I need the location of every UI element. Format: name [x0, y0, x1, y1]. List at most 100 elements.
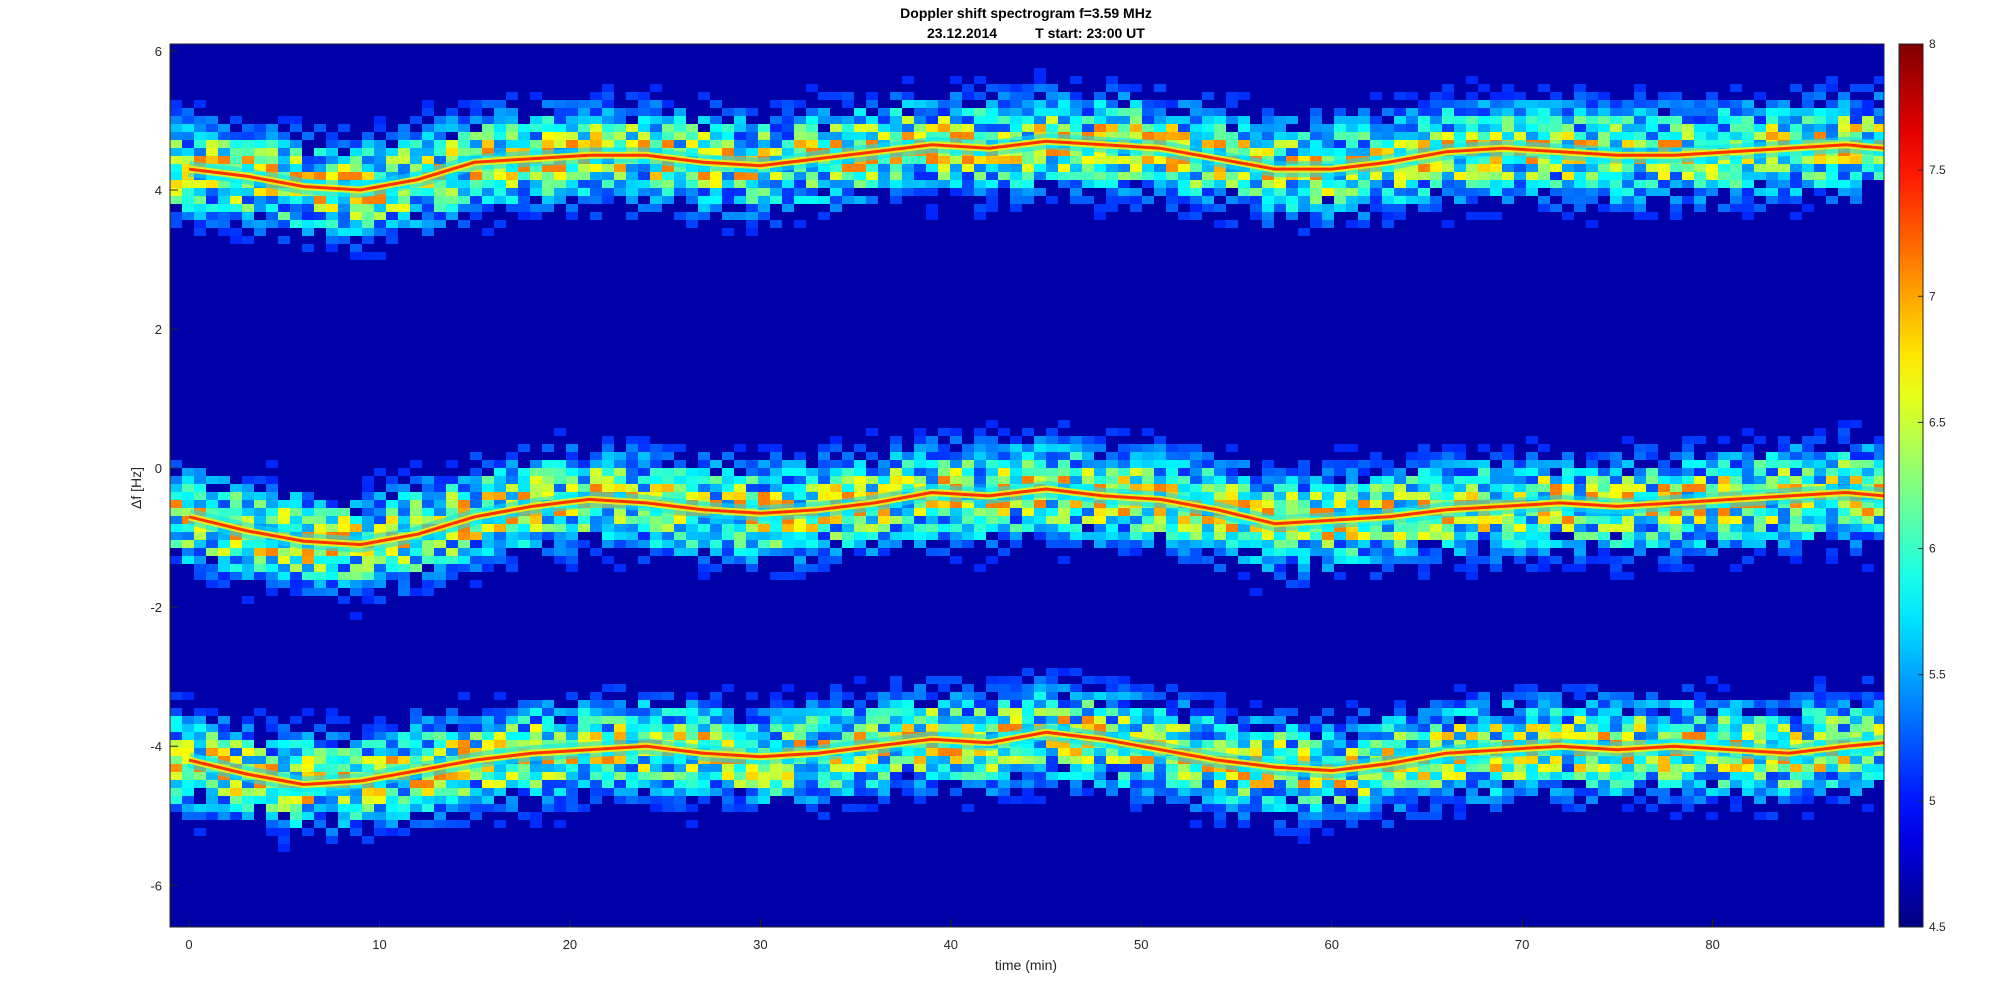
spectrogram-cell-3009	[1070, 188, 1082, 196]
spectrogram-cell-1896	[734, 740, 746, 748]
spectrogram-cell-1418	[590, 716, 602, 724]
spectrogram-cell-2127	[806, 532, 818, 540]
spectrogram-cell-1548	[626, 796, 638, 804]
spectrogram-cell-269	[242, 732, 254, 740]
spectrogram-cell-1333	[566, 516, 578, 524]
spectrogram-cell-2899	[1034, 676, 1046, 684]
spectrogram-cell-312	[254, 796, 266, 804]
spectrogram-cell-4675	[1562, 724, 1574, 732]
spectrogram-cell-3691	[1274, 196, 1286, 204]
spectrogram-cell-2638	[962, 516, 974, 524]
spectrogram-cell-867	[422, 780, 434, 788]
spectrogram-cell-3367	[1178, 140, 1190, 148]
spectrogram-cell-3363	[1178, 100, 1190, 108]
spectrogram-cell-4354	[1466, 700, 1478, 708]
spectrogram-cell-1610	[650, 476, 662, 484]
spectrogram-cell-4712	[1574, 556, 1586, 564]
spectrogram-cell-3921	[1346, 148, 1358, 156]
spectrogram-cell-2743	[998, 92, 1010, 100]
spectrogram-cell-1367	[578, 460, 590, 468]
spectrogram-cell-3818	[1310, 492, 1322, 500]
spectrogram-cell-2644	[962, 700, 974, 708]
spectrogram-cell-2215	[830, 684, 842, 692]
spectrogram-cell-1713	[686, 140, 698, 148]
spectrogram-cell-4014	[1370, 500, 1382, 508]
spectrogram-cell-372	[278, 516, 290, 524]
spectrogram-cell-1828	[722, 108, 734, 116]
spectrogram-cell-3393	[1178, 724, 1190, 732]
spectrogram-cell-3826	[1310, 716, 1322, 724]
spectrogram-cell-290	[254, 204, 266, 212]
spectrogram-cell-503	[314, 788, 326, 796]
spectrogram-cell-1377	[578, 700, 590, 708]
spectrogram-cell-4702	[1574, 476, 1586, 484]
spectrogram-cell-2631	[962, 460, 974, 468]
spectrogram-cell-4973	[1658, 132, 1670, 140]
spectrogram-cell-3027	[1070, 692, 1082, 700]
spectrogram-cell-2709	[986, 180, 998, 188]
spectrogram-cell-693	[374, 572, 386, 580]
spectrogram-cell-1694	[674, 524, 686, 532]
spectrogram-cell-480	[314, 196, 326, 204]
spectrogram-cell-3786	[1298, 724, 1310, 732]
spectrogram-cell-910	[434, 796, 446, 804]
spectrogram-cell-4846	[1610, 772, 1622, 780]
spectrogram-cell-915	[446, 116, 458, 124]
spectrogram-cell-2873	[1034, 76, 1046, 84]
spectrogram-cell-894	[434, 540, 446, 548]
spectrogram-cell-3529	[1214, 812, 1226, 820]
spectrogram-cell-3888	[1334, 188, 1346, 196]
spectrogram-cell-2780	[998, 764, 1010, 772]
spectrogram-cell-988	[458, 772, 470, 780]
spectrogram-cell-2639	[962, 524, 974, 532]
spectrogram-cell-1563	[638, 436, 650, 444]
spectrogram-cell-2907	[1034, 740, 1046, 748]
spectrogram-cell-2175	[818, 708, 830, 716]
spectrogram-cell-188	[218, 580, 230, 588]
spectrogram-cell-1374	[578, 516, 590, 524]
spectrogram-cell-3810	[1310, 180, 1322, 188]
spectrogram-cell-3012	[1070, 444, 1082, 452]
spectrogram-cell-1635	[662, 116, 674, 124]
spectrogram-cell-2064	[782, 788, 794, 796]
spectrogram-cell-3629	[1250, 700, 1262, 708]
spectrogram-cell-3346	[1166, 532, 1178, 540]
spectrogram-cell-4728	[1586, 100, 1598, 108]
spectrogram-cell-3628	[1250, 588, 1262, 596]
spectrogram-cell-2349	[878, 164, 890, 172]
spectrogram-cell-2434	[902, 468, 914, 476]
spectrogram-cell-316	[266, 148, 278, 156]
spectrogram-cell-4893	[1634, 116, 1646, 124]
spectrogram-cell-418	[290, 564, 302, 572]
spectrogram-cell-2177	[818, 724, 830, 732]
spectrogram-cell-936	[446, 540, 458, 548]
spectrogram-cell-581	[338, 796, 350, 804]
spectrogram-cell-4450	[1502, 116, 1514, 124]
spectrogram-cell-3993	[1358, 796, 1370, 804]
spectrogram-cell-412	[290, 516, 302, 524]
spectrogram-cell-931	[446, 500, 458, 508]
spectrogram-cell-3641	[1262, 108, 1274, 116]
spectrogram-cell-427	[290, 764, 302, 772]
spectrogram-cell-1914	[746, 196, 758, 204]
spectrogram-cell-140	[206, 508, 218, 516]
spectrogram-cell-548	[326, 836, 338, 844]
spectrogram-cell-20	[170, 508, 182, 516]
spectrogram-cell-1534	[626, 524, 638, 532]
spectrogram-cell-1545	[626, 772, 638, 780]
spectrogram-cell-4840	[1610, 724, 1622, 732]
spectrogram-cell-1017	[470, 532, 482, 540]
spectrogram-cell-3290	[1154, 132, 1166, 140]
spectrogram-cell-94	[194, 220, 206, 228]
spectrogram-cell-4578	[1538, 180, 1550, 188]
spectrogram-cell-1686	[674, 460, 686, 468]
spectrogram-cell-1092	[494, 476, 506, 484]
spectrogram-cell-2789	[1010, 116, 1022, 124]
spectrogram-cell-1146	[506, 716, 518, 724]
spectrogram-cell-1338	[566, 556, 578, 564]
spectrogram-cell-1774	[698, 556, 710, 564]
spectrogram-cell-1394	[590, 132, 602, 140]
spectrogram-cell-2473	[914, 476, 926, 484]
spectrogram-cell-1434	[602, 124, 614, 132]
spectrogram-cell-594	[350, 212, 362, 220]
